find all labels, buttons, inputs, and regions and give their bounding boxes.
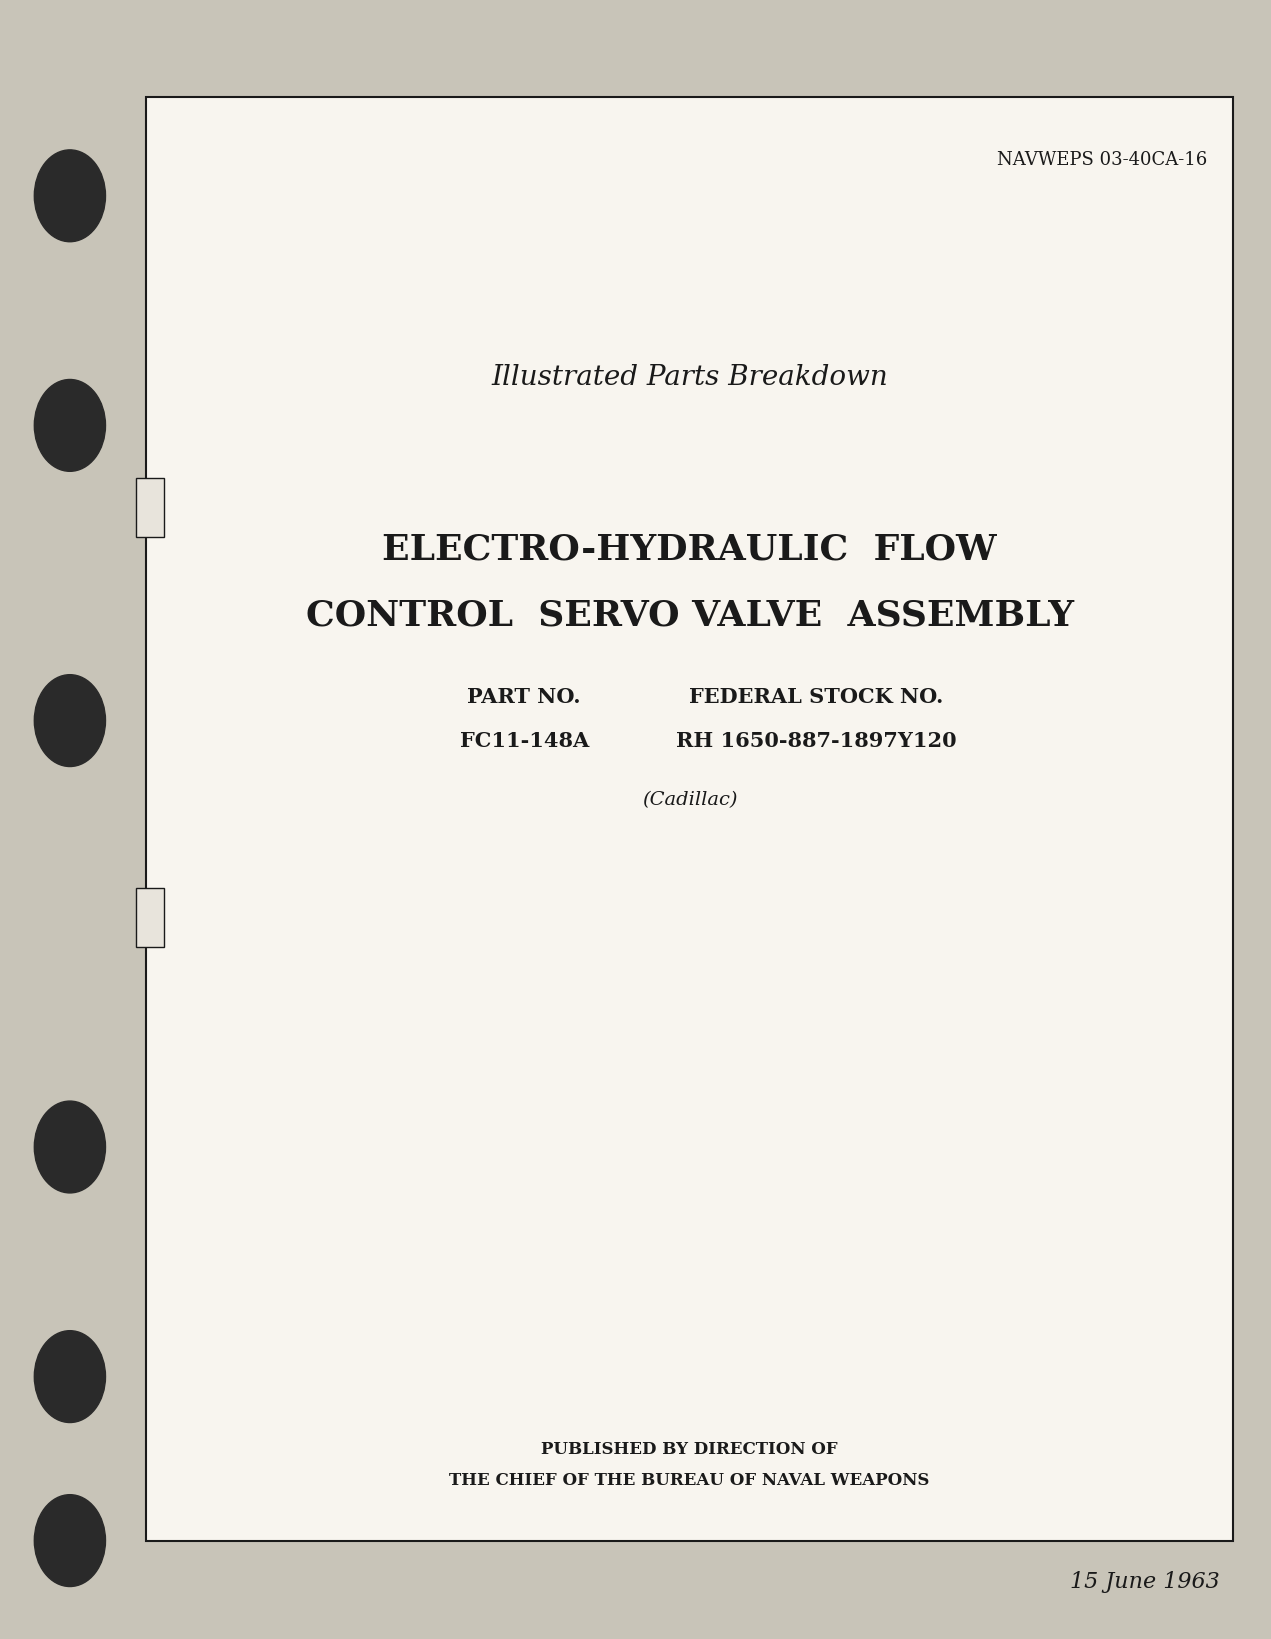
Text: PUBLISHED BY DIRECTION OF: PUBLISHED BY DIRECTION OF: [541, 1441, 838, 1457]
Text: (Cadillac): (Cadillac): [642, 792, 737, 808]
FancyBboxPatch shape: [136, 479, 164, 538]
Text: FEDERAL STOCK NO.: FEDERAL STOCK NO.: [689, 687, 944, 706]
Text: THE CHIEF OF THE BUREAU OF NAVAL WEAPONS: THE CHIEF OF THE BUREAU OF NAVAL WEAPONS: [450, 1472, 929, 1488]
FancyBboxPatch shape: [146, 98, 1233, 1541]
Text: NAVWEPS 03-40CA-16: NAVWEPS 03-40CA-16: [998, 151, 1207, 169]
Text: ELECTRO-HYDRAULIC  FLOW: ELECTRO-HYDRAULIC FLOW: [383, 533, 996, 565]
FancyBboxPatch shape: [136, 888, 164, 947]
Text: CONTROL  SERVO VALVE  ASSEMBLY: CONTROL SERVO VALVE ASSEMBLY: [305, 598, 1074, 631]
Circle shape: [34, 380, 105, 472]
Text: PART NO.: PART NO.: [468, 687, 581, 706]
Text: FC11-148A: FC11-148A: [460, 731, 588, 751]
Circle shape: [34, 1331, 105, 1423]
Text: 15 June 1963: 15 June 1963: [1070, 1570, 1220, 1591]
Text: RH 1650-887-1897Y120: RH 1650-887-1897Y120: [676, 731, 957, 751]
Circle shape: [34, 1495, 105, 1587]
Text: Illustrated Parts Breakdown: Illustrated Parts Breakdown: [491, 364, 888, 390]
Circle shape: [34, 1101, 105, 1193]
Circle shape: [34, 675, 105, 767]
Circle shape: [34, 151, 105, 243]
